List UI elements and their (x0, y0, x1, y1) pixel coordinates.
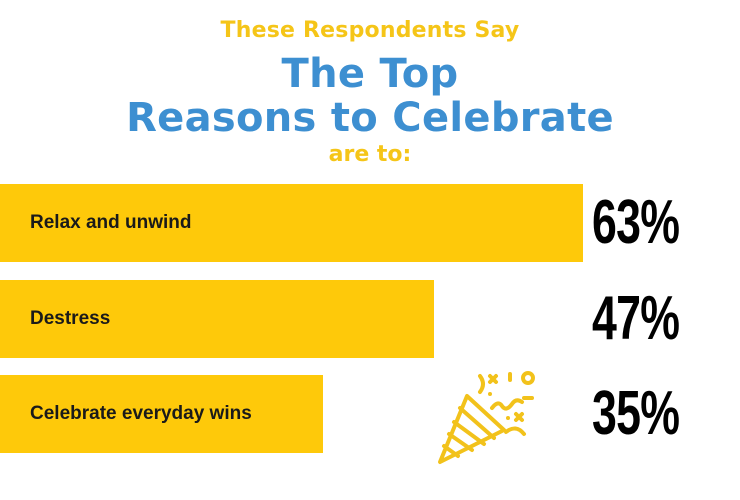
bar-label: Relax and unwind (30, 212, 192, 233)
bar-relax: Relax and unwind (0, 184, 583, 262)
subtitle-bottom: are to: (328, 142, 412, 167)
bar-value: 47% (592, 284, 680, 353)
bar-destress: Destress (0, 280, 434, 358)
bar-label: Destress (30, 308, 111, 329)
bar-value: 35% (592, 379, 680, 448)
title-line-1: The Top (281, 51, 459, 97)
party-popper-icon (438, 371, 535, 464)
bar-value: 63% (592, 188, 680, 257)
subtitle-top: These Respondents Say (220, 18, 520, 43)
bar-label: Celebrate everyday wins (30, 403, 252, 424)
bar-celebrate: Celebrate everyday wins (0, 375, 323, 453)
title-line-2: Reasons to Celebrate (126, 95, 614, 141)
